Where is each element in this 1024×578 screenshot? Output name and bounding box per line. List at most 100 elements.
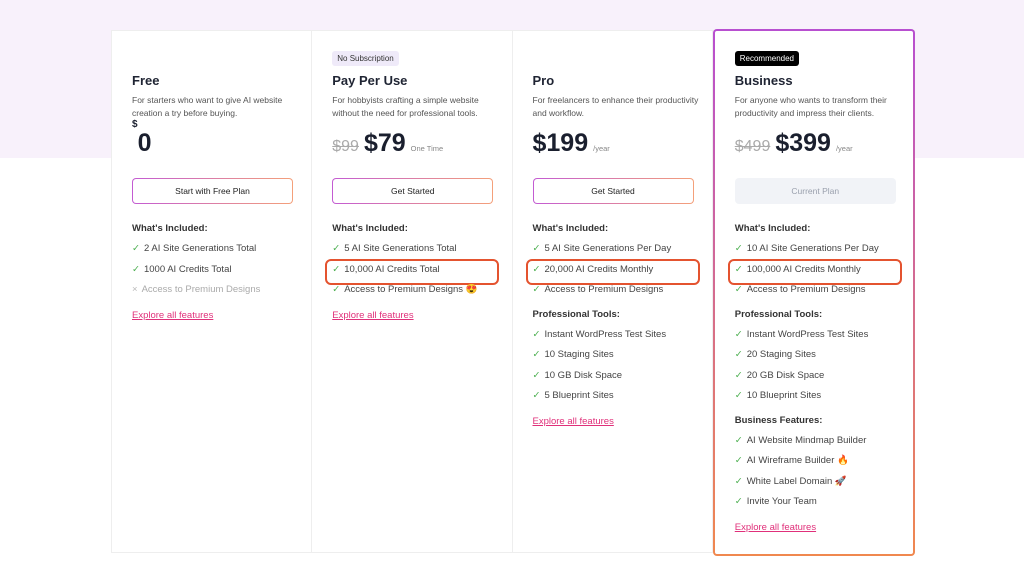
- check-icon: ✓: [532, 369, 541, 381]
- feature-item: ✓ 20 GB Disk Space: [735, 366, 905, 387]
- price-period: /year: [593, 144, 610, 153]
- section-heading: What's Included:: [332, 223, 408, 234]
- check-icon: ✓: [734, 369, 743, 381]
- plan-price: $499 $399/year: [735, 129, 853, 158]
- check-icon: ✓: [532, 349, 541, 360]
- feature-text: Instant WordPress Test Sites: [544, 328, 667, 340]
- plan-card-free: Free For starters who want to give AI web…: [112, 31, 313, 552]
- feature-text: 2 AI Site Generations Total: [143, 243, 257, 254]
- plan-title: Pay Per Use: [332, 73, 408, 88]
- explore-features-link[interactable]: Explore all features: [332, 309, 414, 321]
- price-value: $79: [363, 129, 406, 157]
- feature-text: 10 GB Disk Space: [544, 369, 623, 381]
- currency-symbol: $: [132, 119, 138, 130]
- feature-text: 5 Blueprint Sites: [544, 390, 614, 401]
- plan-description: For freelancers to enhance their product…: [532, 95, 699, 118]
- original-price: $499: [734, 138, 771, 155]
- plan-cta-button: Current Plan: [734, 178, 896, 204]
- feature-item: ✓ 100,000 AI Credits Monthly: [727, 258, 905, 284]
- plan-card-business: Recommended Business For anyone who wants …: [713, 29, 915, 556]
- check-icon: ✓: [532, 390, 541, 401]
- feature-item: ✓ 10 Staging Sites: [533, 345, 703, 366]
- feature-item: ✓ 10 AI Site Generations Per Day: [735, 239, 905, 260]
- price-value: $199: [532, 129, 589, 157]
- feature-text: 5 AI Site Generations Total: [344, 243, 457, 254]
- feature-item: ✓ Instant WordPress Test Sites: [533, 325, 703, 346]
- check-icon: ✓: [132, 243, 140, 254]
- pricing-cards: Free For starters who want to give AI web…: [111, 29, 915, 556]
- feature-item: ✓ 10 Blueprint Sites: [735, 386, 905, 407]
- price-period: /year: [835, 144, 853, 153]
- feature-item: ✓ 1000 AI Credits Total: [132, 260, 302, 281]
- feature-item: ✓ 5 Blueprint Sites: [533, 386, 703, 407]
- feature-text: 100,000 AI Credits Monthly: [746, 263, 861, 275]
- check-icon: ✓: [532, 328, 541, 340]
- original-price: $99: [332, 138, 359, 155]
- feature-text: AI Wireframe Builder 🔥: [746, 455, 849, 466]
- check-icon: ✓: [734, 328, 743, 340]
- feature-text: 10 AI Site Generations Per Day: [746, 243, 879, 254]
- plan-cta-button[interactable]: Start with Free Plan: [132, 178, 293, 204]
- feature-text: Instant WordPress Test Sites: [746, 328, 869, 340]
- check-icon: ✓: [734, 475, 743, 487]
- check-icon: ✓: [332, 263, 341, 275]
- section-heading: Professional Tools:: [532, 308, 620, 320]
- feature-item: ✓ AI Wireframe Builder 🔥: [735, 451, 905, 472]
- check-icon: ✓: [734, 434, 743, 446]
- feature-item: ✓ 20,000 AI Credits Monthly: [525, 258, 703, 284]
- plan-cta-button[interactable]: Get Started: [332, 178, 493, 204]
- check-icon: ✓: [532, 243, 541, 254]
- check-icon: ✓: [734, 284, 743, 295]
- price-period: One Time: [410, 144, 444, 153]
- price-amount: $79: [364, 129, 406, 158]
- feature-text: Access to Premium Designs: [746, 284, 866, 295]
- feature-text: 20 Staging Sites: [746, 349, 816, 360]
- feature-text: White Label Domain 🚀: [746, 475, 847, 487]
- feature-item: ✓ Access to Premium Designs: [735, 280, 905, 301]
- section-heading: Business Features:: [734, 414, 823, 426]
- section-heading: What's Included:: [734, 223, 811, 234]
- plan-price: $0: [132, 119, 151, 158]
- plan-badge: No Subscription: [332, 51, 399, 66]
- check-icon: ✓: [532, 263, 541, 275]
- section-heading: Professional Tools:: [734, 308, 823, 320]
- plan-cta-button[interactable]: Get Started: [533, 178, 694, 204]
- price-amount: $0: [132, 119, 151, 158]
- feature-text: Access to Premium Designs 😍: [344, 284, 478, 295]
- explore-features-link[interactable]: Explore all features: [734, 521, 817, 533]
- feature-item: ✓ Invite Your Team: [735, 492, 905, 513]
- check-icon: ✓: [734, 390, 743, 401]
- explore-features-link[interactable]: Explore all features: [532, 415, 614, 427]
- feature-item: ✓ Access to Premium Designs: [533, 280, 703, 301]
- plan-card-pro: Pro For freelancers to enhance their prod…: [513, 31, 713, 552]
- feature-item: ✓ 2 AI Site Generations Total: [132, 239, 302, 260]
- feature-text: 20,000 AI Credits Monthly: [544, 263, 654, 275]
- feature-list: What's Included: ✓ 2 AI Site Generations T…: [132, 219, 302, 326]
- feature-list: What's Included: ✓ 10 AI Site Generations …: [727, 219, 905, 538]
- check-icon: ✓: [734, 263, 743, 275]
- check-icon: ✓: [332, 243, 341, 254]
- check-icon: ✓: [734, 455, 743, 466]
- feature-text: 10,000 AI Credits Total: [344, 263, 440, 275]
- feature-text: AI Website Mindmap Builder: [746, 434, 867, 446]
- feature-item: ✓ 5 AI Site Generations Total: [332, 239, 502, 260]
- check-icon: ✓: [332, 284, 341, 295]
- plan-title: Free: [132, 73, 160, 88]
- plan-description: For anyone who wants to transform their …: [734, 95, 887, 118]
- plan-badge: Recommended: [734, 51, 799, 66]
- section-heading: What's Included:: [532, 223, 609, 234]
- plan-price: $199/year: [533, 129, 610, 158]
- feature-text: 10 Staging Sites: [544, 349, 614, 360]
- feature-text: Invite Your Team: [746, 496, 817, 507]
- feature-item: ✓ Instant WordPress Test Sites: [735, 325, 905, 346]
- check-icon: ✓: [734, 496, 743, 507]
- price-amount: $399: [775, 129, 831, 158]
- plan-price: $99 $79 One Time: [332, 129, 443, 158]
- feature-text: 10 Blueprint Sites: [746, 390, 822, 401]
- x-icon: ×: [132, 284, 138, 295]
- check-icon: ✓: [734, 243, 743, 254]
- feature-text: 5 AI Site Generations Per Day: [544, 243, 672, 254]
- explore-features-link[interactable]: Explore all features: [132, 309, 214, 321]
- feature-item: × Access to Premium Designs: [132, 280, 302, 301]
- feature-list: What's Included: ✓ 5 AI Site Generations T…: [325, 219, 502, 326]
